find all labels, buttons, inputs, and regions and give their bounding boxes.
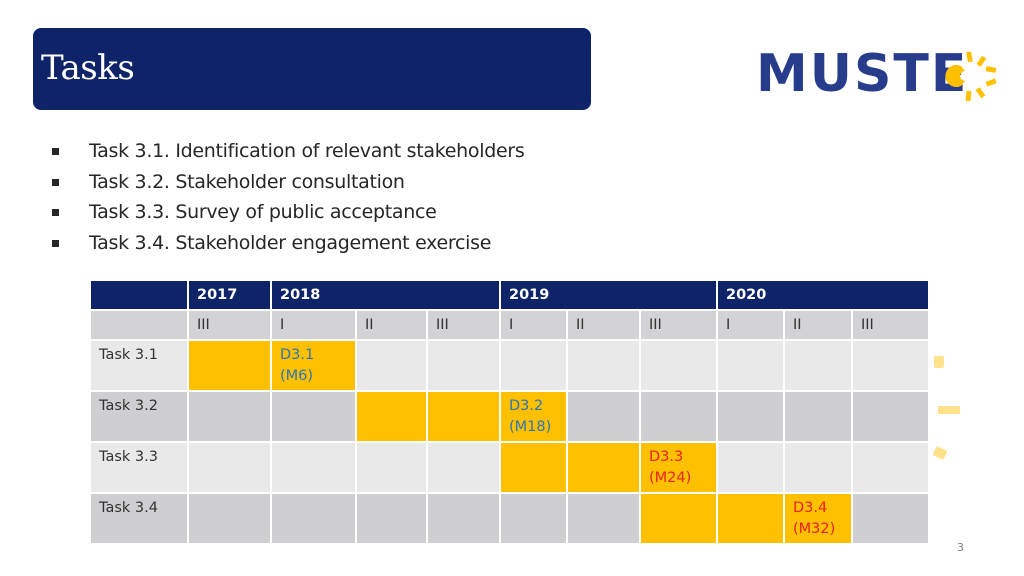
square-bullet-icon <box>52 178 59 186</box>
bullet-item: Task 3.3. Survey of public acceptance <box>52 199 525 230</box>
gantt-cell <box>187 492 272 545</box>
gantt-cell <box>270 390 357 443</box>
gantt-cell <box>783 441 853 494</box>
gantt-cell-active <box>566 441 641 494</box>
deliverable-month: (M32) <box>793 521 836 537</box>
mustec-logo: MUSTE <box>756 36 1006 108</box>
sun-decoration-icon <box>933 356 960 460</box>
deliverable-label: D3.4 <box>793 500 828 516</box>
gantt-cell <box>716 390 785 443</box>
gantt-cell <box>716 441 785 494</box>
gantt-cell <box>851 441 930 494</box>
task-row: Task 3.4 D3.4 (M32) <box>89 492 930 545</box>
quarter-cell: II <box>783 309 853 341</box>
deliverable-month: (M6) <box>280 368 314 384</box>
gantt-cell <box>355 441 428 494</box>
quarter-cell: III <box>851 309 930 341</box>
gantt-cell <box>270 441 357 494</box>
gantt-cell <box>355 339 428 392</box>
gantt-cell <box>639 390 718 443</box>
quarter-cell: III <box>187 309 272 341</box>
task-row: Task 3.3 D3.3 (M24) <box>89 441 930 494</box>
title-bar: Tasks <box>33 28 591 110</box>
bullet-item: Task 3.1. Identification of relevant sta… <box>52 138 525 169</box>
square-bullet-icon <box>52 240 59 248</box>
year-header-cell: 2020 <box>716 279 930 311</box>
quarter-cell: I <box>716 309 785 341</box>
gantt-cell <box>426 441 501 494</box>
year-header-blank <box>89 279 189 311</box>
gantt-cell <box>426 492 501 545</box>
gantt-cell <box>783 339 853 392</box>
gantt-cell <box>187 390 272 443</box>
quarter-cell: II <box>566 309 641 341</box>
deliverable-label: D3.3 <box>649 449 684 465</box>
bullet-item: Task 3.2. Stakeholder consultation <box>52 169 525 200</box>
gantt-cell-active: D3.3 (M24) <box>639 441 718 494</box>
quarter-cell: III <box>639 309 718 341</box>
year-header-cell: 2018 <box>270 279 501 311</box>
sun-icon <box>945 51 997 102</box>
gantt-cell-active <box>499 441 568 494</box>
quarter-cell: I <box>270 309 357 341</box>
gantt-table: 2017 2018 2019 2020 III I II III I II II… <box>89 279 930 545</box>
page-title: Tasks <box>41 48 135 88</box>
year-header-cell: 2019 <box>499 279 718 311</box>
quarter-cell: II <box>355 309 428 341</box>
gantt-cell <box>270 492 357 545</box>
gantt-cell <box>851 390 930 443</box>
page-number: 3 <box>957 541 964 554</box>
gantt-cell-active <box>639 492 718 545</box>
gantt-cell-active <box>716 492 785 545</box>
task-row: Task 3.1 D3.1 (M6) <box>89 339 930 392</box>
quarter-header-row: III I II III I II III I II III <box>89 309 930 341</box>
gantt-cell-active: D3.2 (M18) <box>499 390 568 443</box>
gantt-cell <box>566 492 641 545</box>
gantt-cell <box>783 390 853 443</box>
square-bullet-icon <box>52 148 59 155</box>
deliverable-label: D3.1 <box>280 347 315 363</box>
year-header-row: 2017 2018 2019 2020 <box>89 279 930 311</box>
gantt-cell-active: D3.1 (M6) <box>270 339 357 392</box>
gantt-cell <box>716 339 785 392</box>
gantt-cell <box>851 339 930 392</box>
task-row: Task 3.2 D3.2 (M18) <box>89 390 930 443</box>
task-label: Task 3.3 <box>89 441 189 494</box>
square-bullet-icon <box>52 209 59 217</box>
deliverable-month: (M18) <box>509 419 552 435</box>
quarter-cell: I <box>499 309 568 341</box>
year-header-cell: 2017 <box>187 279 272 311</box>
deliverable-label: D3.2 <box>509 398 544 414</box>
gantt-cell <box>851 492 930 545</box>
gantt-cell <box>187 441 272 494</box>
gantt-cell <box>639 339 718 392</box>
quarter-header-blank <box>89 309 189 341</box>
gantt-cell <box>566 339 641 392</box>
gantt-cell-active: D3.4 (M32) <box>783 492 853 545</box>
task-label: Task 3.2 <box>89 390 189 443</box>
task-bullet-list: Task 3.1. Identification of relevant sta… <box>52 138 525 261</box>
gantt-cell <box>426 339 501 392</box>
bullet-item: Task 3.4. Stakeholder engagement exercis… <box>52 230 525 261</box>
task-label: Task 3.1 <box>89 339 189 392</box>
gantt-cell <box>499 492 568 545</box>
gantt-cell <box>566 390 641 443</box>
logo-text: MUSTE <box>756 44 969 104</box>
gantt-cell-active <box>187 339 272 392</box>
task-label: Task 3.4 <box>89 492 189 545</box>
gantt-cell <box>499 339 568 392</box>
gantt-cell <box>355 492 428 545</box>
deliverable-month: (M24) <box>649 470 692 486</box>
quarter-cell: III <box>426 309 501 341</box>
gantt-cell-active <box>355 390 428 443</box>
gantt-cell-active <box>426 390 501 443</box>
